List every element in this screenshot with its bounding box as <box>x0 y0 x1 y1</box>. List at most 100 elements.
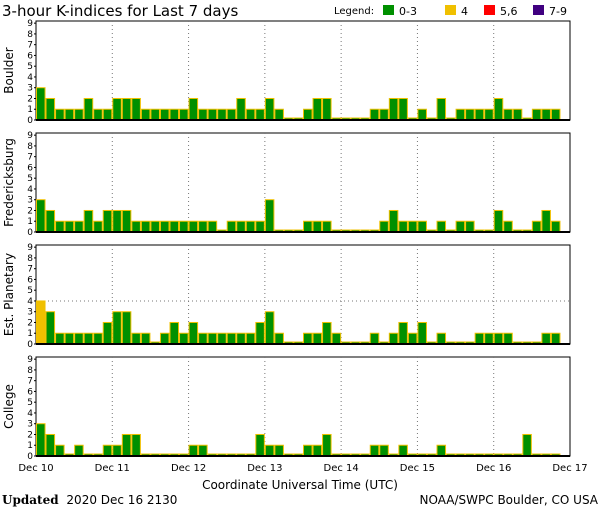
bar <box>217 332 227 345</box>
bar <box>74 444 84 457</box>
bar <box>303 220 313 233</box>
bar <box>169 321 180 345</box>
bar <box>112 444 122 457</box>
bar <box>55 220 65 233</box>
bar <box>36 199 46 233</box>
bar <box>55 108 65 121</box>
legend-entry-label: 4 <box>461 5 468 18</box>
bar <box>112 97 122 121</box>
bar <box>369 108 380 121</box>
bar <box>541 332 551 345</box>
bar <box>198 332 208 345</box>
legend-entry-label: 0-3 <box>399 5 417 18</box>
y-tick-label: 0 <box>27 116 33 126</box>
bar <box>512 108 523 121</box>
y-tick-label: 2 <box>27 430 33 440</box>
source-text: NOAA/SWPC Boulder, CO USA <box>420 493 599 507</box>
bar <box>503 220 513 233</box>
bar <box>45 433 56 457</box>
bar <box>417 220 427 233</box>
bar <box>388 332 399 345</box>
bar <box>436 332 447 345</box>
bar <box>388 97 399 121</box>
y-tick-label: 8 <box>27 254 33 264</box>
bar <box>303 444 313 457</box>
y-tick-label: 0 <box>27 452 33 462</box>
legend-swatch-0 <box>383 5 394 15</box>
y-tick-label: 4 <box>27 297 33 307</box>
y-tick-label: 4 <box>27 185 33 195</box>
bar <box>64 332 75 345</box>
bar <box>465 108 475 121</box>
bar <box>455 220 466 233</box>
y-tick-label: 7 <box>27 153 33 163</box>
legend-swatch-2 <box>484 5 495 15</box>
bar <box>398 220 408 233</box>
bar <box>64 220 75 233</box>
y-tick-label: 5 <box>27 398 33 408</box>
bar <box>93 332 103 345</box>
bar <box>550 332 561 345</box>
bar <box>74 220 84 233</box>
bar <box>503 108 513 121</box>
bar <box>55 444 65 457</box>
x-tick-label: Dec 17 <box>552 463 587 474</box>
bar <box>255 321 265 345</box>
bar <box>312 220 323 233</box>
bar <box>407 332 418 345</box>
bar <box>522 433 532 457</box>
y-tick-label: 1 <box>27 105 33 115</box>
bar <box>217 108 227 121</box>
bar <box>83 97 94 121</box>
bar <box>236 220 246 233</box>
bar <box>465 220 475 233</box>
bar <box>36 300 46 345</box>
bar <box>245 332 256 345</box>
x-axis-label: Coordinate Universal Time (UTC) <box>202 478 398 492</box>
bar <box>226 220 237 233</box>
bar <box>331 332 342 345</box>
bar <box>398 444 408 457</box>
bar <box>36 423 46 457</box>
bar <box>121 97 132 121</box>
y-tick-label: 9 <box>27 243 33 253</box>
bar <box>417 321 427 345</box>
legend-entry-label: 5,6 <box>500 5 518 18</box>
bar <box>45 97 56 121</box>
panel-label: Boulder <box>2 47 16 94</box>
bar <box>379 220 389 233</box>
bar <box>74 332 84 345</box>
bar <box>264 97 275 121</box>
bar <box>369 332 380 345</box>
bar <box>264 311 275 345</box>
bar <box>83 332 94 345</box>
y-tick-label: 3 <box>27 84 33 94</box>
bar <box>121 311 132 345</box>
bar <box>198 108 208 121</box>
panel-label: Fredericksburg <box>2 138 16 227</box>
bar <box>274 332 284 345</box>
chart-title: 3-hour K-indices for Last 7 days <box>2 2 238 20</box>
legend: Legend: 0-3 4 5,6 7-9 <box>334 5 567 18</box>
y-tick-label: 4 <box>27 409 33 419</box>
y-tick-label: 0 <box>27 228 33 238</box>
bar <box>188 321 199 345</box>
y-tick-label: 1 <box>27 329 33 339</box>
bar <box>312 444 323 457</box>
panel-label: College <box>2 384 16 429</box>
bar <box>322 433 332 457</box>
bar <box>159 332 170 345</box>
bar <box>140 220 151 233</box>
bar <box>45 311 56 345</box>
y-tick-label: 6 <box>27 163 33 173</box>
bar <box>188 97 199 121</box>
bar <box>455 108 466 121</box>
bar <box>45 209 56 233</box>
legend-label: Legend: <box>334 6 374 17</box>
updated-value: 2020 Dec 16 2130 <box>66 493 177 507</box>
bar <box>503 332 513 345</box>
y-tick-label: 6 <box>27 51 33 61</box>
bar <box>188 444 199 457</box>
